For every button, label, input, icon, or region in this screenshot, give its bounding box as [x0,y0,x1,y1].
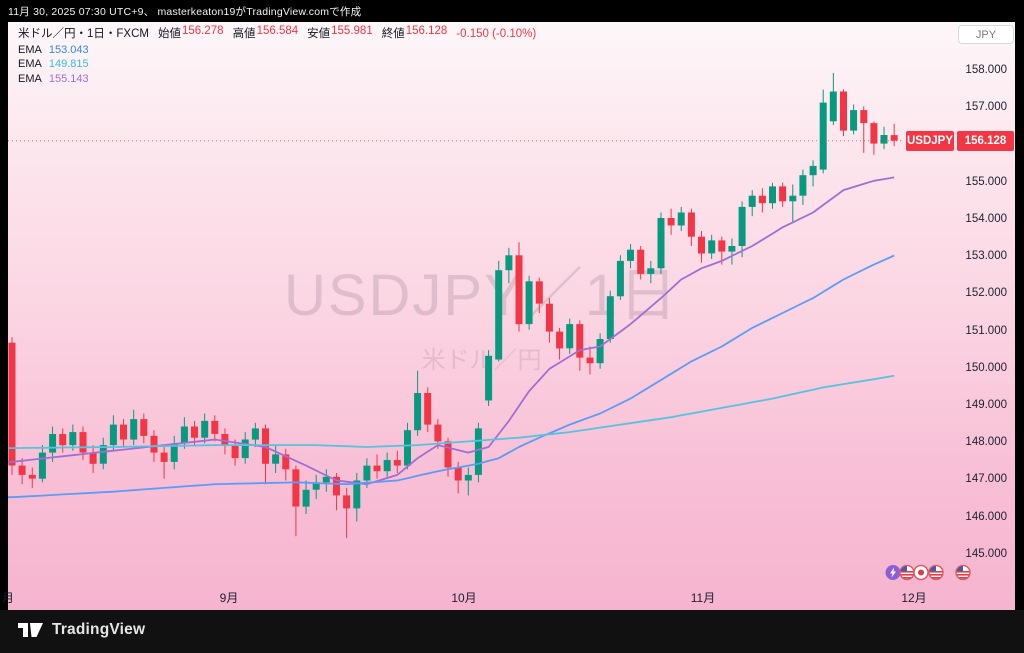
event-icon-us-flag[interactable] [928,564,944,586]
time-tick: 11月 [690,591,716,605]
price-tick: 151.000 [965,325,1007,337]
price-tick: 150.000 [965,362,1007,374]
event-icon-bolt[interactable] [885,565,901,586]
close-value: 終値 156.128 [381,25,448,40]
price-tick: 153.000 [965,250,1007,262]
footer-bar: TradingView [0,610,1024,653]
price-tick: 148.000 [965,436,1007,448]
ema-legend-2[interactable]: EMA 149.815 [18,58,89,70]
change-value: -0.150 (-0.10%) [456,28,537,40]
price-tick: 146.000 [965,511,1007,523]
price-tick: 147.000 [965,473,1007,485]
price-tick: 157.000 [965,101,1007,113]
time-tick: 9月 [219,591,239,605]
price-tick: 145.000 [965,548,1007,560]
ema-legend-1[interactable]: EMA 153.043 [18,43,89,56]
price-tick: 154.000 [965,213,1007,225]
price-tick: 155.000 [965,176,1007,188]
tradingview-brand-text: TradingView [52,621,146,638]
currency-toggle-button[interactable]: JPY [958,25,1014,44]
top-bar: 11月 30, 2025 07:30 UTC+9、 masterkeaton19… [0,0,1024,22]
price-tick: 149.000 [965,399,1007,411]
time-tick: 12月 [901,591,927,605]
open-value: 始値 156.278 [157,25,224,40]
time-tick: 10月 [451,591,477,605]
low-value: 安値 155.981 [307,25,373,40]
time-tick: 月 [1,591,15,605]
price-tick: 158.000 [965,64,1007,76]
tradingview-logo[interactable]: TradingView [18,620,145,640]
price-label-symbol: USDJPY [906,131,954,151]
price-label-value: 156.128 [957,131,1014,151]
chart-pane[interactable] [8,22,1015,610]
symbol-description[interactable]: 米ドル／円・1日・FXCM [18,28,149,40]
current-price-label: USDJPY 156.128 [906,131,1014,151]
ema-legend-3[interactable]: EMA 155.143 [18,72,89,85]
time-axis[interactable]: 月 9月 10月 11月 12月 [2,585,1015,610]
price-tick: 152.000 [965,287,1007,299]
event-icon-us-flag[interactable] [955,564,971,586]
price-axis[interactable]: 158.000 157.000 155.000 154.000 153.000 152.0… [955,22,1015,610]
tradingview-logo-icon [18,623,43,637]
event-icon-japan-flag[interactable] [913,564,929,586]
high-value: 高値 156.584 [232,25,299,40]
snapshot-attribution: 11月 30, 2025 07:30 UTC+9、 masterkeaton19… [8,5,362,18]
chart-legend[interactable]: 米ドル／円・1日・FXCM 始値 156.278 高値 156.584 安値 155.… [18,25,536,85]
